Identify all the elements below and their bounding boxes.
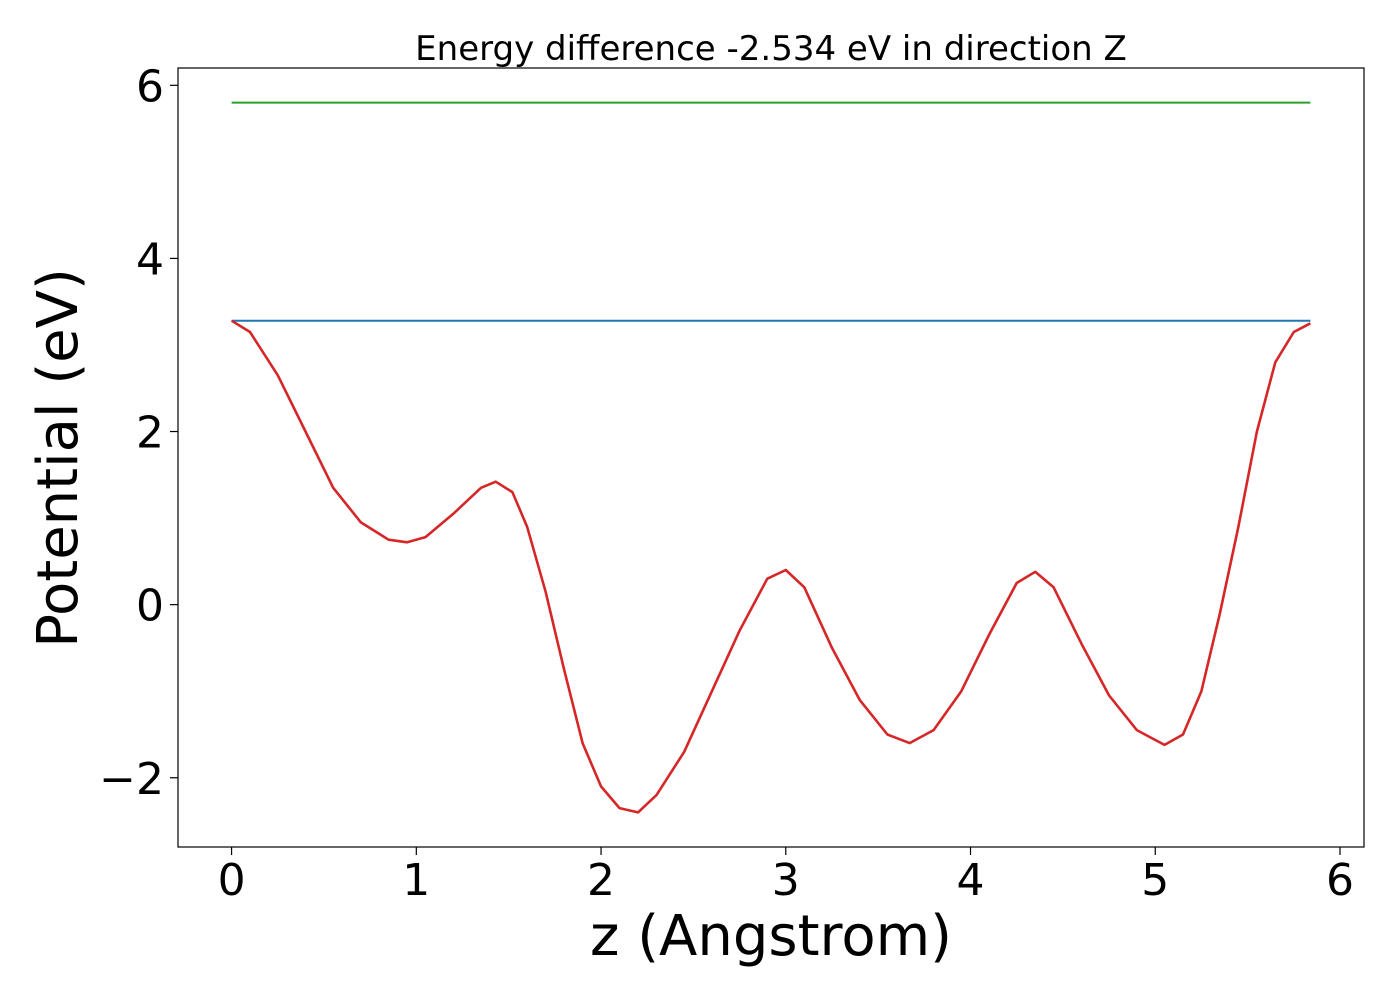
x-axis: 0 1 2 3 4 5 6 bbox=[218, 847, 1354, 906]
chart-title: Energy difference -2.534 eV in direction… bbox=[415, 29, 1127, 69]
x-axis-label: z (Angstrom) bbox=[590, 904, 952, 969]
plot-area bbox=[177, 67, 1365, 848]
x-tick-label: 0 bbox=[218, 855, 246, 906]
y-tick-label: −2 bbox=[99, 754, 164, 805]
y-tick-label: 2 bbox=[136, 408, 164, 459]
y-tick-label: 0 bbox=[136, 581, 164, 632]
x-tick-label: 1 bbox=[402, 855, 430, 906]
x-tick-label: 4 bbox=[957, 855, 985, 906]
y-axis-label: Potential (eV) bbox=[26, 268, 91, 648]
series-line-3 bbox=[230, 319, 1312, 814]
x-tick-label: 3 bbox=[772, 855, 800, 906]
plot-frame bbox=[177, 67, 1365, 848]
y-axis: −2 0 2 4 6 bbox=[99, 61, 178, 805]
y-tick-label: 6 bbox=[136, 61, 164, 112]
x-tick-label: 6 bbox=[1326, 855, 1354, 906]
x-tick-label: 2 bbox=[587, 855, 615, 906]
y-tick-label: 4 bbox=[136, 234, 164, 285]
x-tick-label: 5 bbox=[1141, 855, 1169, 906]
